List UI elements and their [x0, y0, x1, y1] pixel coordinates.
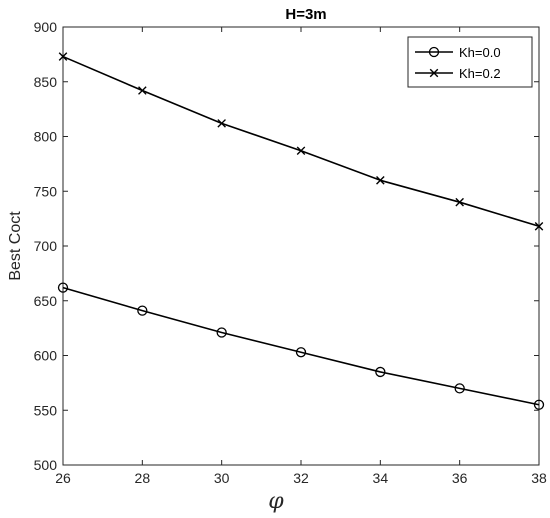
x-tick-label: 38	[531, 470, 547, 486]
legend-label: Kh=0.0	[459, 45, 501, 60]
data-point-1-1	[138, 86, 147, 95]
x-tick-label: 28	[135, 470, 151, 486]
y-tick-label: 650	[34, 293, 58, 309]
legend-marker	[429, 68, 439, 78]
legend-label: Kh=0.2	[459, 66, 501, 81]
y-tick-label: 500	[34, 457, 58, 473]
legend-box	[407, 36, 533, 88]
y-tick-label: 700	[34, 238, 58, 254]
data-point-1-0	[58, 52, 68, 61]
y-tick-label: 800	[34, 129, 58, 145]
data-point-0-4	[375, 366, 386, 378]
data-point-0-6	[533, 399, 545, 410]
x-tick-label: 36	[452, 470, 468, 486]
chart-title: H=3m	[285, 6, 326, 23]
data-point-1-4	[376, 176, 385, 185]
legend-entry-0: Kh=0.0	[415, 45, 501, 60]
x-tick-label: 30	[214, 470, 230, 486]
data-point-1-2	[217, 119, 226, 128]
data-point-0-2	[216, 327, 227, 338]
data-point-1-3	[296, 146, 306, 156]
data-point-1-5	[455, 197, 464, 207]
y-tick-label: 550	[34, 402, 58, 418]
legend-marker	[428, 46, 440, 58]
x-tick-label: 34	[373, 470, 389, 486]
y-axis-label: Best Coct	[7, 211, 24, 281]
y-tick-label: 900	[34, 19, 58, 35]
data-point-0-1	[137, 305, 148, 316]
legend: Kh=0.0 Kh=0.2	[407, 36, 533, 88]
y-tick-label: 750	[34, 183, 58, 199]
data-point-0-5	[454, 383, 465, 394]
x-tick-label: 26	[55, 470, 71, 486]
y-tick-label: 850	[34, 74, 58, 90]
x-tick-label: 32	[293, 470, 309, 486]
x-axis-label: φ	[268, 489, 284, 514]
x-axis: 26 28 30 32 34 36 38	[55, 27, 547, 486]
data-point-0-0	[57, 282, 69, 293]
plot-area	[62, 26, 540, 466]
series-line-0	[62, 286, 540, 406]
series-layer	[57, 52, 545, 410]
y-axis: 500 550 600 650 700 750 800 850 900	[34, 19, 539, 473]
y-tick-label: 600	[34, 348, 58, 364]
legend-entry-1: Kh=0.2	[415, 66, 501, 81]
data-point-1-6	[534, 221, 544, 231]
data-point-0-3	[295, 347, 307, 358]
